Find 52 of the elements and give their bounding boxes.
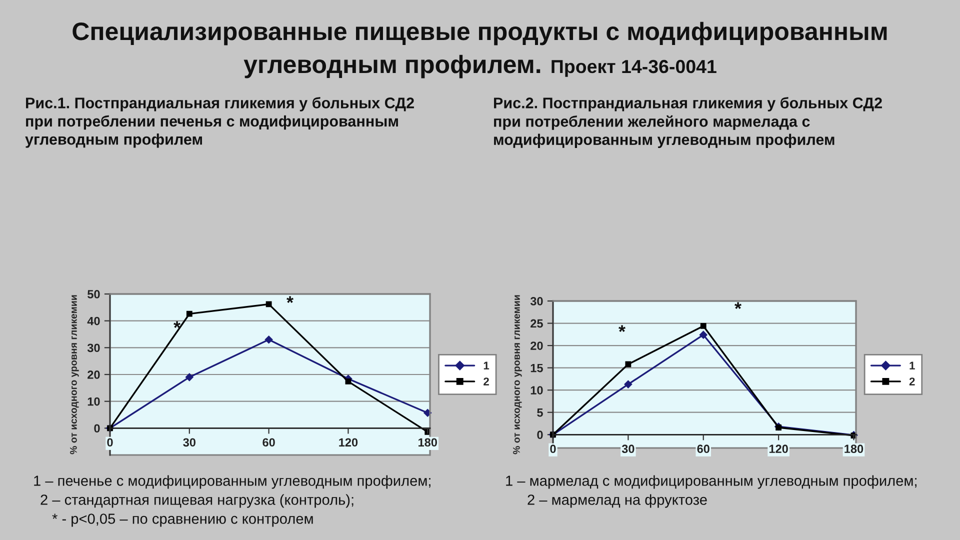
annotation: * <box>618 325 626 332</box>
y-tick-label: 30 <box>530 297 543 306</box>
x-tick-label: 60 <box>697 444 710 454</box>
x-tick-label: 30 <box>622 444 634 454</box>
text: Проект 14-36-0041 <box>552 60 716 77</box>
annotation: * <box>174 321 180 328</box>
point <box>776 424 782 430</box>
y-tick-label: 20 <box>530 342 543 350</box>
text: 2 – мармелад на фруктозе <box>528 494 707 508</box>
point <box>699 330 708 339</box>
y-tick-label: 0 <box>537 430 543 440</box>
x-tick-label: 0 <box>550 444 556 454</box>
y-tick-label: 30 <box>87 344 100 352</box>
y-tick-label: 20 <box>88 370 100 379</box>
y-tick-label: 0 <box>94 424 100 433</box>
x-tick-label: 120 <box>769 444 788 454</box>
x-tick-label: 180 <box>844 444 864 454</box>
y-tick-label: 40 <box>87 316 100 326</box>
chart-title: Рис.1. Постпрандиальная гликемия у больных СД2 при потреблении печенья с модифицированным углеводным профилем <box>25 97 414 148</box>
x-tick-label: 60 <box>262 438 275 447</box>
x-tick-label: 30 <box>183 438 196 447</box>
text: 2 – стандартная пищевая нагрузка (контроль); <box>40 494 354 508</box>
y-tick-label: 50 <box>88 290 100 298</box>
point <box>624 380 632 388</box>
point <box>264 336 273 344</box>
point <box>345 378 352 384</box>
y-tick-label: 10 <box>530 386 543 394</box>
x-tick-label: 180 <box>418 438 437 447</box>
point <box>625 361 632 368</box>
text: 1 – мармелад с модифицированным углеводным профилем; <box>506 475 916 489</box>
y-axis-title: % от исходного уровня гликемии <box>70 295 79 454</box>
chart-title: Рис.2. Постпрандиальная гликемия у больных СД2 при потреблении желейного мармелада с модифицированным углеводным профилем <box>494 97 882 148</box>
y-tick-label: 25 <box>530 319 543 328</box>
point <box>424 408 432 417</box>
legend-label: 2 <box>909 378 915 386</box>
legend-label: 2 <box>484 378 489 386</box>
y-axis-title: % от исходного уровня гликемии <box>513 295 522 454</box>
point <box>186 310 192 317</box>
point <box>700 322 706 329</box>
y-tick-label: 5 <box>537 408 543 417</box>
y-tick-label: 15 <box>530 364 543 372</box>
legend-label: 1 <box>910 362 915 370</box>
point <box>185 373 194 382</box>
x-tick-label: 120 <box>339 438 358 447</box>
annotation: * <box>286 296 294 303</box>
annotation: * <box>734 302 742 309</box>
y-tick-label: 10 <box>88 397 100 406</box>
x-tick-label: 0 <box>107 438 113 447</box>
text: 1 – печенье с модифицированным углеводным профилем; <box>34 475 430 489</box>
point <box>266 301 272 308</box>
legend-label: 1 <box>484 362 490 370</box>
text: * - p<0,05 – по сравнению с контролем <box>52 514 313 527</box>
